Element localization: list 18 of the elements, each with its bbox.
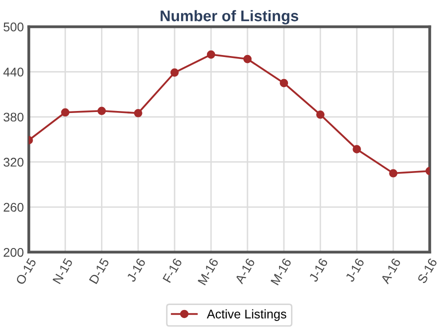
point xyxy=(352,145,361,154)
y-tick-label: 320 xyxy=(4,158,24,167)
chart-title: Number of Listings xyxy=(160,10,298,24)
y-tick-label: 380 xyxy=(4,112,24,122)
point xyxy=(61,108,70,117)
y-tick-label: 440 xyxy=(3,68,24,76)
point xyxy=(280,78,288,88)
y-tick-label: 500 xyxy=(4,22,24,32)
point xyxy=(206,50,216,59)
y-tick-label: 260 xyxy=(4,202,24,212)
point xyxy=(316,110,325,119)
point xyxy=(243,54,252,64)
point xyxy=(170,68,179,77)
y-tick-label: 200 xyxy=(4,248,24,257)
legend-label: Active Listings xyxy=(206,309,286,321)
point xyxy=(134,108,142,118)
point xyxy=(98,106,106,116)
point xyxy=(389,169,398,178)
